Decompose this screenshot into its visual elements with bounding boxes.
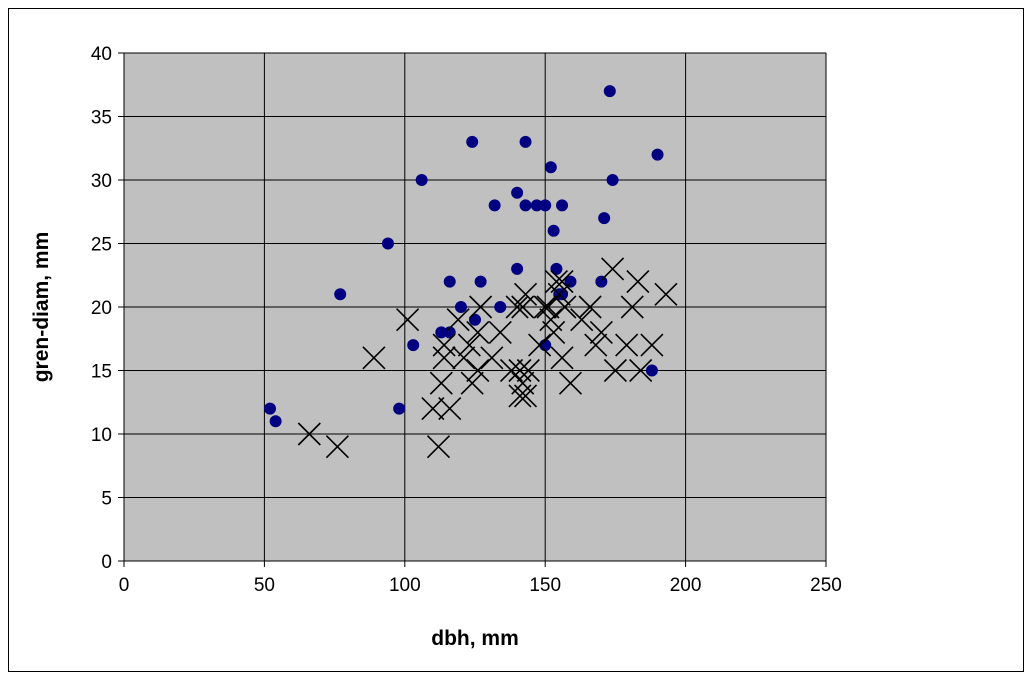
x-marker xyxy=(654,282,678,306)
y-axis-title: gren-diam, mm xyxy=(30,232,53,383)
x-marker xyxy=(362,346,386,370)
x-marker xyxy=(550,270,574,294)
gridlines xyxy=(123,52,827,562)
y-axis-ticks: 0 5 10 15 20 25 30 35 40 xyxy=(91,44,124,573)
circle-marker xyxy=(595,275,608,288)
circle-marker xyxy=(556,199,569,212)
x-marker xyxy=(432,333,456,357)
y-tick-label: 5 xyxy=(101,489,112,510)
y-tick-label: 30 xyxy=(91,171,112,192)
circle-marker xyxy=(544,161,557,174)
x-marker xyxy=(584,333,608,357)
x-marker xyxy=(432,346,456,370)
circle-marker xyxy=(603,85,616,98)
x-marker xyxy=(578,295,602,319)
x-marker xyxy=(640,333,664,357)
circle-marker xyxy=(606,174,619,186)
x-tick-label: 100 xyxy=(389,575,421,596)
x-axis-title: dbh, mm xyxy=(431,627,519,650)
circle-marker xyxy=(511,262,524,275)
x-marker xyxy=(325,435,349,459)
x-tick-label: 200 xyxy=(670,575,702,596)
circle-marker xyxy=(443,275,456,288)
x-marker xyxy=(542,320,566,344)
circle-marker xyxy=(407,339,420,352)
circle-marker xyxy=(519,135,532,148)
x-marker xyxy=(528,333,552,357)
x-marker xyxy=(466,320,490,344)
x-marker xyxy=(558,371,583,395)
circle-marker xyxy=(547,224,560,237)
x-marker xyxy=(396,308,420,332)
circle-marker xyxy=(488,199,501,212)
y-tick-label: 25 xyxy=(91,235,112,256)
x-tick-label: 50 xyxy=(254,575,275,596)
circle-marker xyxy=(381,237,394,250)
data-markers xyxy=(264,85,678,459)
x-marker xyxy=(626,270,650,294)
x-marker xyxy=(488,320,512,344)
x-marker xyxy=(550,346,574,370)
x-marker xyxy=(533,295,557,319)
y-tick-label: 20 xyxy=(91,298,112,319)
x-marker xyxy=(499,358,524,383)
x-marker xyxy=(452,346,476,370)
circle-marker xyxy=(645,364,658,377)
x-marker xyxy=(446,308,470,332)
circle-marker xyxy=(550,262,563,275)
x-marker xyxy=(466,358,490,383)
x-marker xyxy=(629,358,653,383)
circle-marker xyxy=(269,415,282,428)
y-tick-label: 40 xyxy=(91,44,112,65)
x-marker xyxy=(460,371,484,395)
y-tick-label: 0 xyxy=(101,552,112,573)
x-marker xyxy=(426,435,451,459)
x-marker xyxy=(620,295,644,319)
circle-marker xyxy=(393,402,406,415)
x-marker xyxy=(480,346,504,370)
circle-marker xyxy=(466,135,479,148)
y-tick-label: 35 xyxy=(91,108,112,129)
y-tick-label: 10 xyxy=(91,425,112,446)
circle-marker xyxy=(519,199,532,212)
circle-marker xyxy=(651,148,664,161)
circle-marker xyxy=(598,212,611,225)
x-marker xyxy=(429,371,453,395)
circle-marker xyxy=(494,301,507,313)
x-marker xyxy=(615,333,639,357)
circle-marker xyxy=(564,275,577,288)
x-marker xyxy=(513,282,538,306)
x-tick-label: 250 xyxy=(810,575,842,596)
circle-marker xyxy=(264,402,277,415)
x-marker xyxy=(469,295,493,319)
x-tick-label: 150 xyxy=(529,575,561,596)
y-tick-label: 15 xyxy=(91,362,112,383)
circle-marker xyxy=(454,301,467,313)
x-marker xyxy=(505,295,529,319)
x-marker xyxy=(570,308,594,332)
x-tick-label: 0 xyxy=(119,575,130,596)
x-marker xyxy=(421,397,445,421)
x-marker xyxy=(297,422,321,446)
x-marker xyxy=(553,295,577,319)
circle-marker xyxy=(539,199,552,212)
x-axis-ticks: 0 50 100 150 200 250 xyxy=(119,561,842,596)
x-marker xyxy=(589,320,613,344)
x-marker xyxy=(457,333,481,357)
circle-marker xyxy=(469,313,481,326)
circle-marker xyxy=(415,174,428,186)
circle-marker xyxy=(334,288,347,301)
circle-marker xyxy=(443,326,456,339)
x-marker xyxy=(516,358,540,383)
x-marker xyxy=(601,257,625,281)
x-marker xyxy=(603,358,627,383)
x-marker xyxy=(438,397,462,421)
circle-marker xyxy=(474,275,487,288)
circle-marker xyxy=(511,186,524,199)
x-marker xyxy=(513,384,538,408)
circle-marker xyxy=(556,288,569,301)
